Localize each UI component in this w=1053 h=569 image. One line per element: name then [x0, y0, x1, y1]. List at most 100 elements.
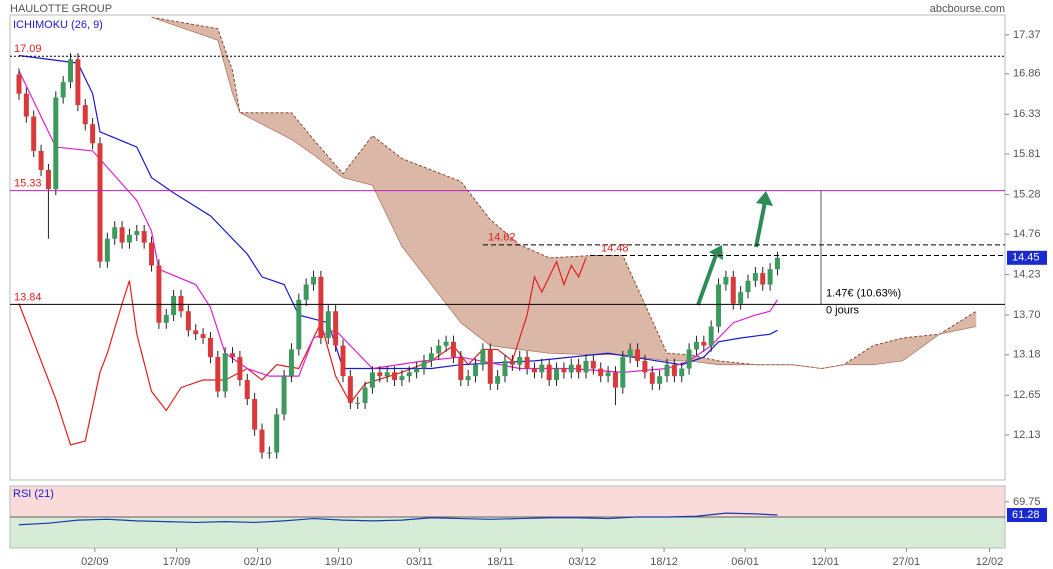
candle-body: [531, 368, 537, 373]
y-tick-label: 12.13: [1013, 429, 1041, 441]
trend-arrows: [696, 191, 773, 306]
candle-body: [517, 357, 523, 365]
candle-body: [590, 360, 596, 369]
candle-body: [767, 269, 773, 285]
y-tick-label: 17.37: [1013, 29, 1041, 41]
candle-body: [126, 234, 132, 243]
candle-body: [303, 284, 309, 300]
arrow-head: [709, 245, 723, 260]
candle-body: [200, 334, 206, 338]
chikou-line: [18, 257, 587, 446]
x-tick-label: 18/12: [650, 556, 678, 568]
measure-text: 1.47€ (10.63%): [826, 287, 901, 299]
candle-body: [369, 372, 375, 388]
candle-body: [635, 349, 641, 361]
arrow-head: [756, 191, 773, 206]
candle-body: [561, 368, 567, 373]
candle-body: [296, 299, 302, 350]
candle-body: [502, 360, 508, 377]
candle-body: [539, 364, 545, 373]
y-tick-label: 15.28: [1013, 188, 1041, 200]
candle-body: [671, 364, 677, 377]
x-tick-label: 27/01: [893, 556, 921, 568]
candle-body: [443, 341, 449, 346]
rsi-label: RSI (21): [13, 488, 54, 500]
candle-body: [288, 349, 294, 377]
x-tick-label: 06/01: [731, 556, 759, 568]
candle-body: [318, 276, 324, 338]
x-tick-label: 03/12: [569, 556, 597, 568]
candle-body: [171, 295, 177, 316]
candle-body: [605, 372, 611, 377]
candle-body: [23, 93, 29, 117]
candle-body: [752, 273, 758, 281]
y-tick-label: 12.65: [1013, 389, 1041, 401]
y-tick-label: 16.86: [1013, 68, 1041, 80]
cloud-span-a: [151, 16, 977, 369]
candle-body: [75, 59, 81, 106]
y-tick-label: 15.81: [1013, 148, 1041, 160]
x-tick-label: 12/02: [976, 556, 1004, 568]
candle-body: [642, 360, 648, 373]
candle-body: [480, 349, 486, 365]
candle-body: [598, 368, 604, 377]
candle-body: [156, 265, 162, 323]
candle-body: [568, 364, 574, 373]
candle-body: [230, 353, 236, 358]
candle-body: [60, 82, 66, 98]
candle-body: [708, 326, 714, 346]
candle-body: [355, 402, 361, 404]
candle-body: [693, 341, 699, 350]
candle-body: [509, 360, 515, 365]
candle-body: [716, 284, 722, 327]
candle-body: [612, 372, 618, 388]
rsi-tick-label: 69.75: [1013, 496, 1041, 508]
plot-area: [16, 16, 977, 459]
candle-body: [259, 429, 265, 453]
candle-body: [141, 231, 147, 243]
level-label: 14.62: [488, 232, 516, 244]
candle-body: [745, 280, 751, 293]
candle-body: [458, 357, 464, 380]
candle-body: [178, 295, 184, 312]
y-tick-label: 14.23: [1013, 269, 1041, 281]
arrow: [696, 254, 718, 306]
candle-body: [679, 368, 685, 377]
candle-body: [237, 357, 243, 380]
measure-days: 0 jours: [826, 304, 860, 316]
candle-body: [340, 345, 346, 377]
y-tick-label: 16.33: [1013, 108, 1041, 120]
candle-body: [546, 364, 552, 380]
candle-body: [384, 372, 390, 377]
candle-body: [90, 124, 96, 144]
candle-body: [473, 364, 479, 377]
candle-body: [576, 364, 582, 373]
candle-body: [38, 150, 44, 170]
candle-body: [686, 349, 692, 369]
candle-body: [215, 357, 221, 392]
candle-body: [112, 227, 118, 239]
candle-body: [31, 116, 37, 151]
candle-body: [583, 360, 589, 373]
plot-border: [9, 14, 1006, 481]
candle-body: [68, 59, 74, 83]
chart-title: HAULOTTE GROUP: [10, 3, 112, 15]
candle-body: [664, 364, 670, 377]
x-tick-label: 18/11: [487, 556, 514, 568]
y-tick-label: 14.76: [1013, 228, 1041, 240]
candle-body: [222, 353, 228, 392]
level-label: 14.48: [601, 242, 629, 254]
candle-body: [325, 311, 331, 338]
candle-body: [311, 276, 317, 285]
candle-body: [649, 372, 655, 384]
rsi-overbought-band: [10, 486, 1005, 517]
rsi-last-label: 61.28: [1012, 509, 1040, 521]
source: abcbourse.com: [930, 3, 1005, 15]
candle-body: [524, 357, 530, 369]
last-price-label: 14.45: [1012, 252, 1040, 264]
candle-body: [436, 345, 442, 354]
y-tick-label: 13.18: [1013, 349, 1041, 361]
candle-body: [97, 143, 103, 262]
candle-body: [414, 368, 420, 373]
